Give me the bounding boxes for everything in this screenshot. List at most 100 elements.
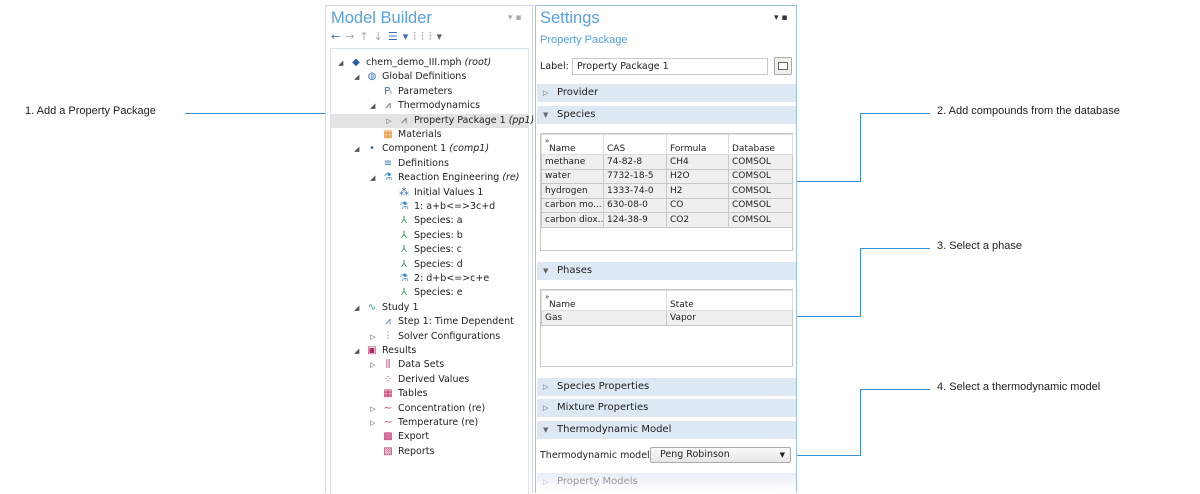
tree-item[interactable]: ▷ ∼ Temperature (re) <box>331 416 529 430</box>
table-cell[interactable]: CO <box>666 197 729 213</box>
section-provider[interactable]: ▷ Provider <box>537 84 796 102</box>
table-cell[interactable]: carbon mo... <box>541 197 604 213</box>
column-header[interactable]: CAS <box>603 134 667 155</box>
section-property-models[interactable]: ▷ Property Models <box>537 473 796 491</box>
tree-item[interactable]: ⅄ Species: a <box>331 214 529 228</box>
table-cell[interactable]: H2 <box>666 183 729 199</box>
tree-item[interactable]: ◢ ∿ Study 1 <box>331 301 529 315</box>
tree-item[interactable]: ▷ ⫼ Data Sets <box>331 358 529 372</box>
label: Export <box>398 431 430 443</box>
panel-menu-icon[interactable]: ▾ ▪ <box>508 13 522 23</box>
collapse-toggle-icon[interactable]: ◢ <box>338 59 344 67</box>
collapse-toggle-icon[interactable]: ◢ <box>370 174 376 183</box>
column-header[interactable]: Formula <box>666 134 729 155</box>
tree-item[interactable]: ⅄ Species: c <box>331 243 529 257</box>
table-row[interactable]: water 7732-18-5 H2O COMSOL <box>541 168 793 184</box>
thermo-model-dropdown[interactable]: Peng Robinson ▼ <box>650 447 791 463</box>
table-cell[interactable]: hydrogen <box>541 183 604 199</box>
table-row[interactable]: Gas Vapor <box>541 310 793 326</box>
table-cell[interactable]: COMSOL <box>728 212 793 228</box>
tree-item[interactable]: ▩ Export <box>331 430 529 444</box>
table-cell[interactable]: COMSOL <box>728 183 793 199</box>
tree-item[interactable]: ◢ ◍ Global Definitions <box>331 70 529 84</box>
column-header[interactable]: » Name <box>541 134 604 155</box>
collapse-toggle-icon[interactable]: ◢ <box>354 73 360 82</box>
table-cell[interactable]: CH4 <box>666 154 729 170</box>
section-phases[interactable]: ▼ Phases <box>537 262 796 280</box>
label-input[interactable]: Property Package 1 <box>572 58 768 75</box>
table-cell[interactable]: 1333-74-0 <box>603 183 667 199</box>
table-cell[interactable]: CO2 <box>666 212 729 228</box>
label: Species: d <box>414 258 463 270</box>
table-row[interactable]: methane 74-82-8 CH4 COMSOL <box>541 154 793 170</box>
tree-item[interactable]: ▧ Reports <box>331 445 529 459</box>
expand-toggle-icon[interactable]: ▷ <box>386 116 392 125</box>
tree-item[interactable]: ◢ ⚗ Reaction Engineering (re) <box>331 171 529 185</box>
tree-item[interactable]: ⅄ Species: e <box>331 286 529 300</box>
tree-item[interactable]: ≡ Definitions <box>331 157 529 171</box>
collapse-toggle-icon[interactable]: ◢ <box>370 102 376 111</box>
table-row[interactable]: carbon diox... 124-38-9 CO2 COMSOL <box>541 212 793 228</box>
table-cell[interactable]: carbon diox... <box>541 212 604 228</box>
expand-toggle-icon[interactable]: ▷ <box>370 332 376 341</box>
tree-item[interactable]: ⚗ 2: d+b<=>c+e <box>331 272 529 286</box>
table-cell[interactable]: methane <box>541 154 604 170</box>
expand-all-icon[interactable]: ⫶ <box>421 30 429 43</box>
tree-item-label: Export <box>398 430 429 444</box>
section-label: Species Properties <box>557 381 650 392</box>
section-species-properties[interactable]: ▷ Species Properties <box>537 378 796 396</box>
table-cell[interactable]: Gas <box>541 310 667 326</box>
tree-item[interactable]: ▷ ⫶ Solver Configurations <box>331 330 529 344</box>
section-mixture-properties[interactable]: ▷ Mixture Properties <box>537 399 796 417</box>
tree-item[interactable]: ▦ Tables <box>331 387 529 401</box>
table-cell[interactable]: 630-08-0 <box>603 197 667 213</box>
move-up-icon[interactable]: ↑ <box>359 30 374 43</box>
tree-item[interactable]: ⅄ Species: b <box>331 229 529 243</box>
tree-item[interactable]: ▷ ∼ Concentration (re) <box>331 402 529 416</box>
panel-menu-icon[interactable]: ▾ ▪ <box>774 13 788 23</box>
expand-toggle-icon[interactable]: ▷ <box>370 361 376 370</box>
table-cell[interactable]: COMSOL <box>728 197 793 213</box>
table-cell[interactable]: COMSOL <box>728 154 793 170</box>
label-note-button[interactable] <box>774 57 792 75</box>
collapse-all-icon[interactable]: ⫶ <box>413 30 422 43</box>
table-row[interactable]: carbon mo... 630-08-0 CO COMSOL <box>541 197 793 213</box>
section-thermodynamic-model[interactable]: ▼ Thermodynamic Model <box>537 421 796 439</box>
table-row[interactable]: hydrogen 1333-74-0 H2 COMSOL <box>541 183 793 199</box>
table-cell[interactable]: Vapor <box>666 310 793 326</box>
table-cell[interactable]: H2O <box>666 168 729 184</box>
tree-item[interactable]: ▦ Materials <box>331 128 529 142</box>
tree-item[interactable]: ▷ ⩘ Property Package 1 (pp1) <box>331 113 534 128</box>
section-species[interactable]: ▼ Species <box>537 106 796 124</box>
table-cell[interactable]: COMSOL <box>728 168 793 184</box>
column-header[interactable]: » Name <box>541 290 667 311</box>
tree-item[interactable]: ⅄ Species: d <box>331 258 529 272</box>
column-header[interactable]: Database <box>728 134 793 155</box>
show-icon[interactable]: ☰▾ <box>387 30 414 43</box>
expand-toggle-icon[interactable]: ▷ <box>370 404 376 413</box>
tree-item[interactable]: ◢ ▣ Results <box>331 344 529 358</box>
tree-item[interactable]: ⩘ Step 1: Time Dependent <box>331 315 529 329</box>
tree-item[interactable]: ⚗ 1: a+b<=>3c+d <box>331 200 529 214</box>
tree-item[interactable]: ◢ ◆ chem_demo_III.mph (root) <box>331 56 529 70</box>
collapse-toggle-icon[interactable]: ◢ <box>354 303 360 312</box>
tree-item[interactable]: Pᵢ Parameters <box>331 85 529 99</box>
collapse-toggle-icon[interactable]: ◢ <box>354 347 360 355</box>
forward-arrow-icon[interactable]: → <box>345 30 360 43</box>
table-cell[interactable]: water <box>541 168 604 184</box>
table-cell[interactable]: 74-82-8 <box>603 154 667 170</box>
table-cell[interactable]: 7732-18-5 <box>603 168 667 184</box>
collapse-toggle-icon[interactable]: ◢ <box>354 145 360 154</box>
tree-item[interactable]: ⁂ Initial Values 1 <box>331 186 529 200</box>
tree-item[interactable]: ⁘ Derived Values <box>331 373 529 387</box>
table-cell[interactable]: 124-38-9 <box>603 212 667 228</box>
move-down-icon[interactable]: ↓ <box>373 30 388 43</box>
back-arrow-icon[interactable]: ← <box>331 30 346 43</box>
column-header[interactable]: State <box>666 290 793 311</box>
tree-item[interactable]: ◢ ⩘ Thermodynamics <box>331 99 529 113</box>
split-icon[interactable]: ⫶▾ <box>428 30 448 43</box>
column-chooser-icon[interactable]: » <box>545 137 550 145</box>
expand-toggle-icon[interactable]: ▷ <box>370 419 376 427</box>
tree-item[interactable]: ◢ • Component 1 (comp1) <box>331 142 529 156</box>
column-chooser-icon[interactable]: » <box>545 293 550 301</box>
